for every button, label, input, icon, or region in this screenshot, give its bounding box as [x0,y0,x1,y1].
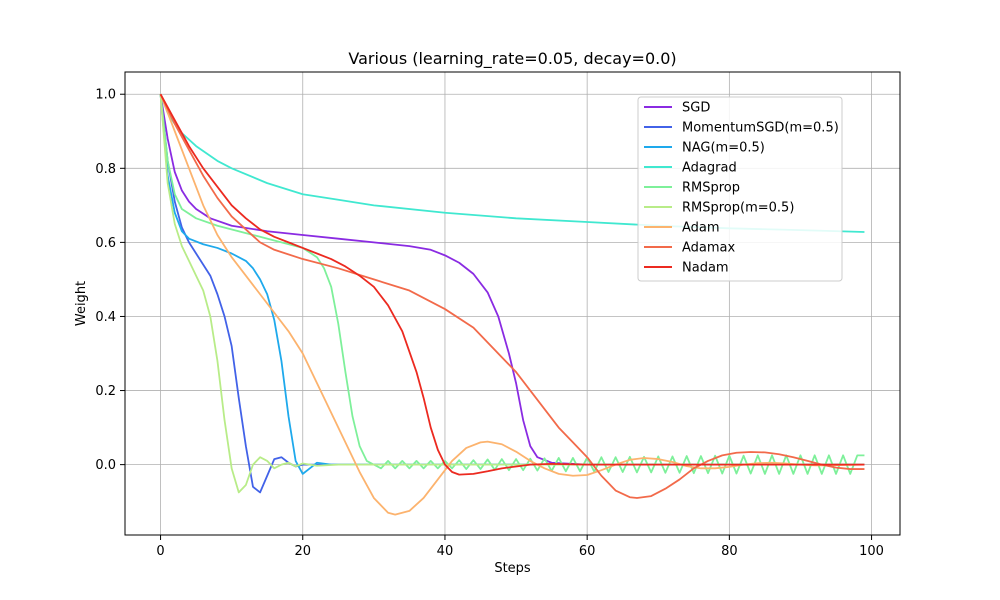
legend-entry-label: Adamax [682,241,736,256]
chart-title: Various (learning_rate=0.05, decay=0.0) [348,49,676,69]
legend-entry-label: Nadam [682,261,729,276]
y-tick-label: 0.4 [95,310,116,325]
legend-entry-label: MomentumSGD(m=0.5) [682,121,839,136]
series-line-8 [159,93,865,476]
legend-entry-label: RMSprop [682,181,740,196]
series-line-2 [159,94,865,475]
y-tick-label: 1.0 [95,88,116,103]
series-line-7 [159,93,865,499]
x-tick-label: 100 [859,544,884,559]
y-tick-label: 0.8 [95,162,116,177]
x-tick-label: 40 [437,544,454,559]
y-axis-label: Weight [74,281,89,326]
legend-entry-label: NAG(m=0.5) [682,141,765,156]
series-layer [159,93,865,516]
series-line-5 [159,94,865,494]
y-tick-label: 0.2 [95,384,116,399]
legend-entry-label: Adagrad [682,161,737,176]
x-axis-label: Steps [494,561,531,576]
x-tick-label: 0 [156,544,164,559]
y-tick-label: 0.0 [95,458,116,473]
legend-entry-label: SGD [682,101,710,116]
x-tick-label: 80 [721,544,738,559]
y-tick-label: 0.6 [95,236,116,251]
legend: SGD MomentumSGD(m=0.5) NAG(m=0.5) Adagrad RM… [637,96,843,282]
series-line-4 [159,94,865,475]
ticks-layer: 0 20 40 60 80 100 0.0 0.2 0.4 0.6 0.8 1.0 [95,88,884,559]
x-tick-label: 20 [294,544,311,559]
legend-entry-label: RMSprop(m=0.5) [682,201,794,216]
legend-entry-label: Adam [682,221,720,236]
x-tick-label: 60 [579,544,596,559]
series-line-0 [159,94,865,466]
plot-frame [124,71,901,536]
legend-box [637,96,843,282]
